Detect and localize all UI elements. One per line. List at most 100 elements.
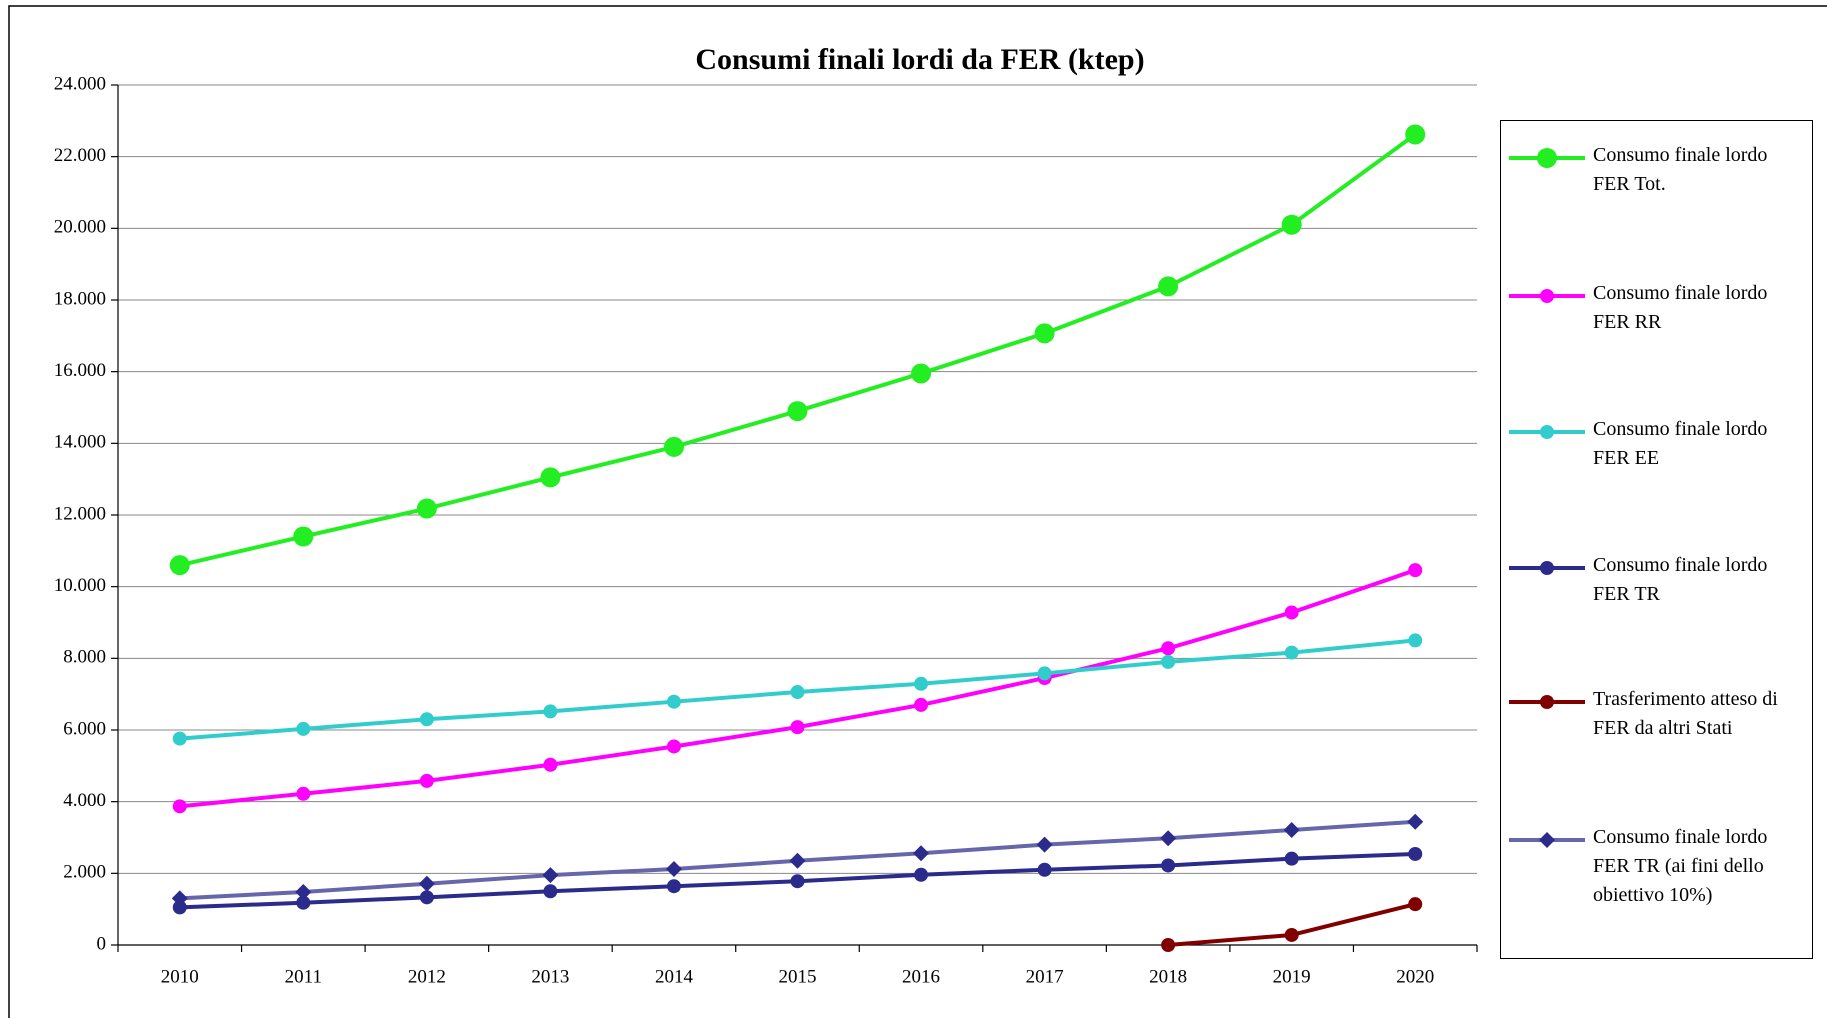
data-point [1161, 654, 1176, 669]
x-tick-label: 2011 [285, 966, 322, 987]
data-point [1284, 645, 1299, 660]
x-tick-label: 2017 [1026, 966, 1064, 987]
legend-label: Consumo finale lordo FER Tot. [1593, 144, 1768, 195]
data-point [172, 900, 187, 915]
data-point [543, 757, 558, 772]
legend-label: Consumo finale lordo FER TR (ai fini del… [1593, 826, 1768, 906]
y-tick-label: 10.000 [54, 575, 106, 596]
data-point [1284, 927, 1299, 942]
x-tick-label: 2020 [1396, 966, 1434, 987]
data-point [1405, 124, 1426, 145]
data-point [1036, 836, 1053, 853]
data-point [543, 884, 558, 899]
x-tick-label: 2015 [779, 966, 817, 987]
data-point [172, 731, 187, 746]
y-tick-label: 4.000 [63, 790, 106, 811]
data-point [1161, 938, 1176, 952]
data-point [296, 721, 311, 736]
data-point [543, 704, 558, 719]
data-point [1037, 666, 1052, 681]
data-point [295, 883, 312, 900]
y-tick-label: 2.000 [63, 862, 106, 883]
data-point [914, 676, 929, 691]
data-point [1408, 633, 1423, 648]
data-point [666, 739, 681, 754]
data-point [1408, 897, 1423, 912]
data-point [1161, 641, 1176, 656]
data-point [296, 895, 311, 910]
data-point [419, 773, 434, 788]
data-point [1160, 830, 1177, 847]
data-point [1284, 851, 1299, 866]
data-point [540, 467, 561, 488]
x-tick-label: 2012 [408, 966, 446, 987]
legend-marker [1537, 148, 1557, 168]
data-point [542, 867, 559, 884]
data-point [419, 890, 434, 905]
data-point [418, 875, 435, 892]
data-point [1161, 858, 1176, 873]
x-tick-label: 2018 [1149, 966, 1187, 987]
y-tick-label: 24.000 [54, 73, 106, 94]
chart-title: Consumi finali lordi da FER (ktep) [695, 43, 1144, 76]
y-tick-label: 22.000 [54, 145, 106, 166]
data-point [666, 879, 681, 894]
series-line [179, 132, 1417, 568]
y-tick-label: 18.000 [54, 288, 106, 309]
data-point [296, 786, 311, 801]
data-point [416, 498, 437, 519]
data-point [666, 694, 681, 709]
data-point [293, 526, 314, 547]
y-tick-label: 0 [97, 933, 107, 954]
legend: Consumo finale lordo FER Tot. Consumo fin… [1500, 120, 1813, 959]
legend-marker [1540, 695, 1554, 709]
y-tick-label: 20.000 [54, 217, 106, 238]
data-point [1034, 323, 1055, 344]
data-point [1284, 605, 1299, 620]
legend-swatch [1509, 425, 1585, 439]
legend-swatch [1509, 561, 1585, 575]
x-tick-label: 2010 [161, 966, 199, 987]
data-point [172, 799, 187, 814]
data-point [914, 867, 929, 882]
data-point [419, 712, 434, 727]
y-tick-label: 6.000 [63, 718, 106, 739]
legend-swatch [1509, 832, 1585, 848]
data-point [1281, 214, 1302, 235]
data-point [790, 720, 805, 735]
data-point [913, 845, 930, 862]
legend-marker [1540, 289, 1554, 303]
data-point [1407, 813, 1424, 830]
legend-label: Trasferimento atteso di FER da altri Sta… [1593, 688, 1778, 739]
legend-label: Consumo finale lordo FER TR [1593, 554, 1768, 605]
y-tick-label: 14.000 [54, 432, 106, 453]
x-tick-label: 2019 [1273, 966, 1311, 987]
data-point [665, 861, 682, 878]
y-tick-label: 16.000 [54, 360, 106, 381]
data-point [663, 436, 684, 457]
data-point [1408, 846, 1423, 861]
data-point [169, 555, 190, 576]
data-point [1408, 563, 1423, 578]
data-point [789, 852, 806, 869]
legend-swatch [1509, 695, 1585, 709]
frame [8, 5, 1827, 1018]
data-point [1283, 821, 1300, 838]
data-point [1158, 276, 1179, 297]
y-tick-label: 12.000 [54, 503, 106, 524]
x-tick-label: 2016 [902, 966, 940, 987]
legend-marker [1539, 832, 1555, 848]
x-tick-label: 2014 [655, 966, 694, 987]
data-point [914, 697, 929, 712]
legend-marker [1540, 425, 1554, 439]
data-point [171, 890, 188, 907]
data-point [790, 685, 805, 700]
legend-label: Consumo finale lordo FER RR [1593, 282, 1768, 333]
legend-swatch [1509, 148, 1585, 168]
legend-marker [1540, 561, 1554, 575]
y-tick-label: 8.000 [63, 647, 106, 668]
data-point [790, 874, 805, 889]
legend-swatch [1509, 289, 1585, 303]
